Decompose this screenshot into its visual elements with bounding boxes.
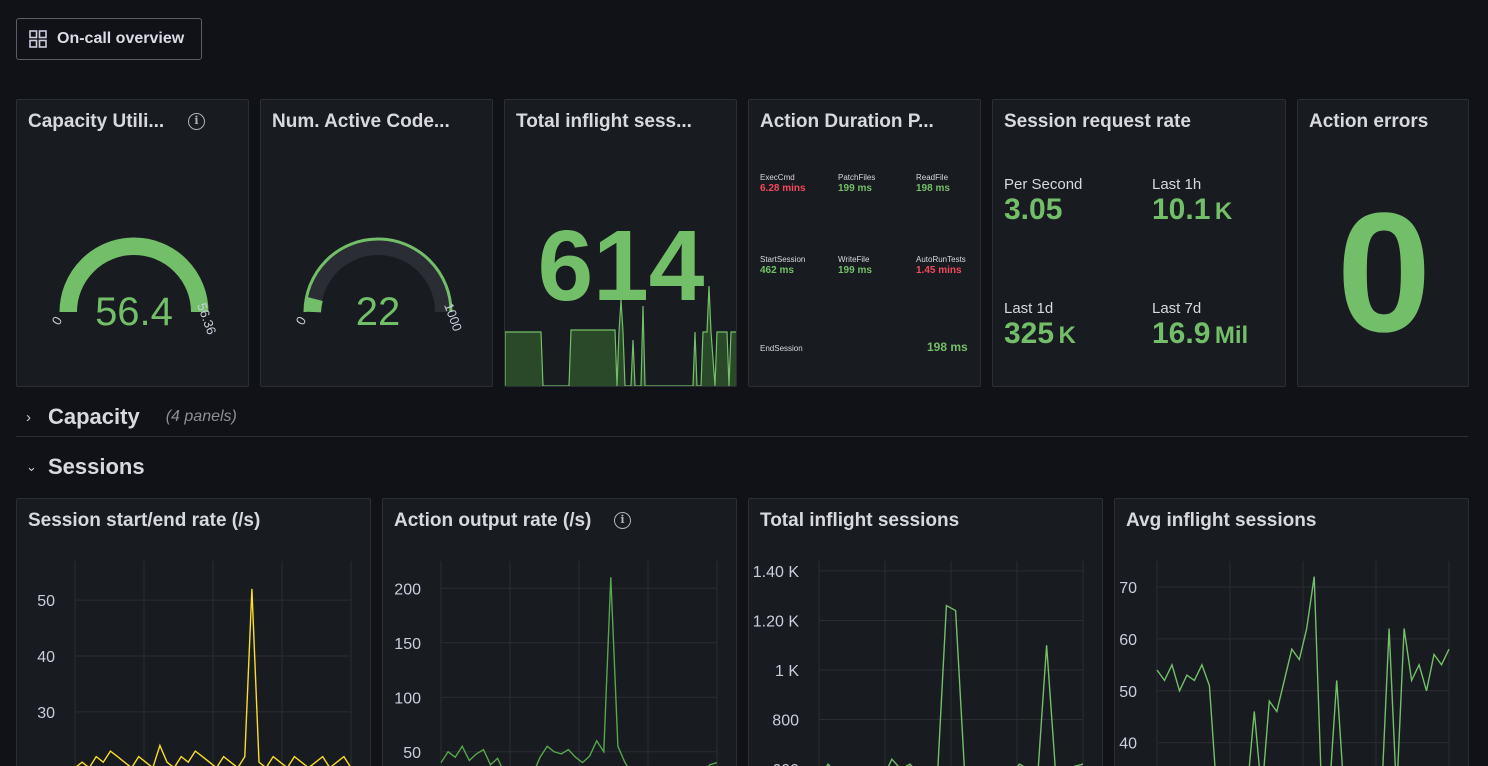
chevron-down-icon: ⌄: [26, 459, 37, 474]
row-title: Sessions: [48, 454, 145, 479]
active-code-gauge: 22 0 1000: [293, 237, 465, 334]
panel-title: Num. Active Code...: [272, 111, 450, 132]
y-tick-label: 60: [1119, 632, 1137, 649]
avg-inflight-sessions-panel[interactable]: Avg inflight sessions 70 60 50 40: [1114, 498, 1469, 766]
action-output-rate-panel[interactable]: Action output rate (/s) i 200 150 100 50: [382, 498, 737, 766]
gauge-value: 56.4: [95, 290, 173, 334]
rate-cell: Last 7d 16.9 Mil: [1152, 300, 1249, 350]
panel-title: Total inflight sessions: [760, 510, 960, 531]
y-tick-label: 800: [772, 713, 799, 730]
action-item-value: 198 ms: [927, 340, 968, 354]
action-output-chart: 200 150 100 50: [394, 561, 718, 766]
action-errors-panel[interactable]: Action errors 0: [1297, 99, 1469, 387]
gauge-max: 1000: [441, 301, 465, 333]
y-tick-label: 1.20 K: [753, 613, 800, 630]
y-tick-label: 40: [1119, 736, 1137, 753]
panel-title: Action Duration P...: [760, 111, 934, 132]
action-item: ReadFile 198 ms: [916, 173, 950, 194]
action-item: StartSession 462 ms: [760, 255, 806, 276]
grid-icon: [29, 30, 47, 48]
chevron-right-icon: ›: [26, 408, 31, 426]
panel-title: Action errors: [1309, 111, 1429, 132]
row-panel-count: (4 panels): [165, 408, 237, 425]
action-item: AutoRunTests 1.45 mins: [916, 255, 966, 276]
panel-title: Session start/end rate (/s): [28, 510, 261, 531]
series-line: [826, 604, 1084, 766]
total-inflight-sessions-panel[interactable]: Total inflight sessions 1.40 K 1.20 K 1 K 8…: [748, 498, 1103, 766]
y-tick-label: 70: [1119, 580, 1137, 597]
y-tick-label: 200: [394, 581, 421, 598]
y-tick-label: 50: [403, 745, 421, 762]
capacity-gauge: 56.4 0 56.36: [49, 237, 219, 337]
panel-title: Capacity Utili...: [28, 111, 165, 132]
gauge-min: 0: [49, 314, 66, 328]
inflight-sparkline: 614: [505, 210, 736, 386]
info-icon[interactable]: i: [188, 113, 205, 130]
inflight-sessions-chart: 1.40 K 1.20 K 1 K 800 600: [753, 561, 1084, 766]
errors-value: 0: [1336, 178, 1432, 368]
panel-title: Avg inflight sessions: [1126, 510, 1317, 531]
panel-title: Total inflight sess...: [516, 111, 692, 132]
y-tick-label: 150: [394, 636, 421, 653]
on-call-overview-label: On-call overview: [57, 30, 185, 47]
rate-cell: Per Second 3.05: [1004, 176, 1083, 226]
row-sessions[interactable]: ⌄ Sessions: [16, 445, 1468, 489]
y-tick-label: 50: [1119, 684, 1137, 701]
on-call-overview-button[interactable]: On-call overview: [16, 18, 202, 60]
y-tick-label: 50: [37, 593, 55, 610]
gauge-value: 22: [356, 290, 401, 334]
session-start-end-rate-panel[interactable]: Session start/end rate (/s) 50 40 30: [16, 498, 371, 766]
info-icon[interactable]: i: [614, 512, 631, 529]
rate-cell: Last 1h 10.1 K: [1152, 176, 1233, 226]
y-tick-label: 1.40 K: [753, 564, 800, 581]
session-rate-chart: 50 40 30: [37, 561, 352, 766]
panel-title: Action output rate (/s): [394, 510, 592, 531]
y-tick-label: 1 K: [775, 663, 799, 680]
y-tick-label: 600: [772, 762, 799, 766]
inflight-value: 614: [538, 210, 705, 322]
y-tick-label: 30: [37, 705, 55, 722]
action-duration-panel[interactable]: Action Duration P... ExecCmd 6.28 mins Pa…: [748, 99, 981, 387]
rate-cell: Last 1d 325 K: [1004, 300, 1076, 350]
y-tick-label: 40: [37, 649, 55, 666]
series-line: [440, 577, 718, 766]
action-item: ExecCmd 6.28 mins: [760, 173, 806, 194]
row-divider: [16, 436, 1468, 437]
capacity-utilization-panel[interactable]: Capacity Utili... i 56.4 0 56.36: [16, 99, 249, 387]
gauge-min: 0: [293, 314, 310, 328]
row-title: Capacity: [48, 404, 140, 429]
inflight-stat-panel[interactable]: Total inflight sess... 614: [504, 99, 737, 387]
session-request-rate-panel[interactable]: Session request rate Per Second 3.05 Last…: [992, 99, 1286, 387]
row-capacity[interactable]: › Capacity (4 panels): [16, 395, 1468, 439]
y-tick-label: 100: [394, 690, 421, 707]
action-item: EndSession: [760, 344, 803, 353]
series-line: [76, 588, 351, 766]
gauge-max: 56.36: [194, 301, 219, 337]
active-code-panel[interactable]: Num. Active Code... 22 0 1000: [260, 99, 493, 387]
action-item: PatchFiles 199 ms: [838, 173, 876, 194]
series-line: [1156, 576, 1450, 766]
panel-title: Session request rate: [1004, 111, 1191, 132]
action-item: WriteFile 199 ms: [838, 255, 872, 276]
avg-inflight-chart: 70 60 50 40: [1119, 561, 1450, 766]
